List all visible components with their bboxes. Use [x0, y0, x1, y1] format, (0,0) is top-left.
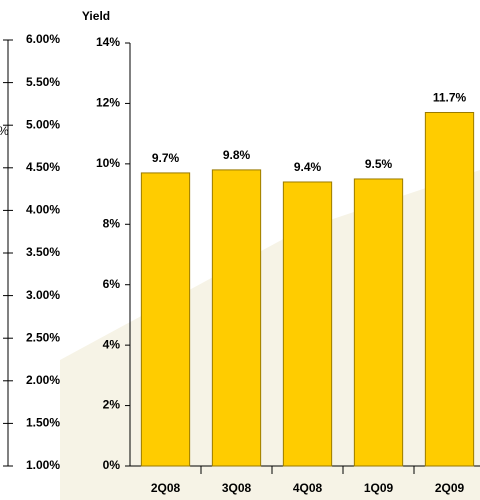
y2-tick-label: 2.00%	[26, 373, 60, 387]
y2-tick-label: 3.50%	[26, 245, 60, 259]
bar	[283, 182, 331, 466]
y2-tick-label: 1.50%	[26, 416, 60, 430]
bar	[141, 173, 189, 466]
y2-tick-label: 5.00%	[26, 117, 60, 131]
y2-tick-label: 3.00%	[26, 288, 60, 302]
x-tick-label: 2Q08	[151, 481, 181, 495]
y-tick-label: 10%	[96, 156, 120, 170]
value-label: 9.4%	[294, 160, 322, 174]
x-tick-label: 2Q09	[435, 481, 465, 495]
bar	[425, 112, 473, 466]
y2-tick-label: 5.50%	[26, 75, 60, 89]
y-tick-label: 0%	[103, 458, 121, 472]
y-tick-label: 12%	[96, 96, 120, 110]
y-tick-label: 2%	[103, 398, 121, 412]
bar	[212, 170, 260, 466]
y2-tick-label: 4.00%	[26, 203, 60, 217]
value-label: 9.7%	[152, 151, 180, 165]
y-tick-label: 8%	[103, 216, 121, 230]
bar	[354, 179, 402, 466]
value-label: 11.7%	[433, 91, 467, 105]
y-tick-label: 6%	[103, 277, 121, 291]
y-tick-label: 4%	[103, 337, 121, 351]
x-tick-label: 1Q09	[364, 481, 394, 495]
value-label: 9.8%	[223, 148, 251, 162]
x-tick-label: 4Q08	[293, 481, 323, 495]
y-tick-label: 14%	[96, 35, 120, 49]
value-label: 9.5%	[365, 157, 393, 171]
background-watermark	[60, 170, 480, 500]
y2-tick-label: 2.50%	[26, 330, 60, 344]
y2-axis-title: Yield	[82, 9, 110, 23]
y2-tick-label: 4.50%	[26, 160, 60, 174]
y2-tick-label: 6.00%	[26, 32, 60, 46]
chart: Yield % 1.00%1.50%2.00%2.50%3.00%3.50%4.…	[0, 0, 480, 500]
x-tick-label: 3Q08	[222, 481, 252, 495]
y2-tick-label: 1.00%	[26, 458, 60, 472]
